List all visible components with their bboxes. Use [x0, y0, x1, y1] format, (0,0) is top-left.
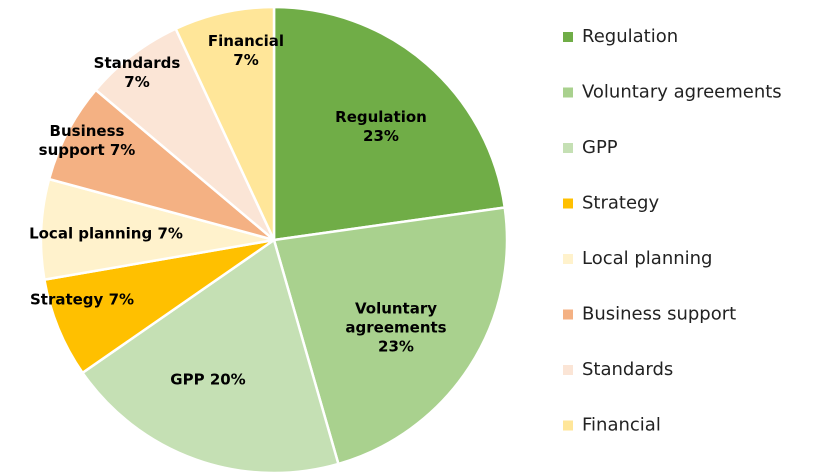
legend-swatch: [563, 198, 573, 209]
legend-label: Regulation: [582, 26, 678, 47]
legend-label: GPP: [582, 137, 618, 158]
slice-label: Strategy 7%: [2, 291, 162, 310]
legend-swatch: [563, 143, 573, 153]
slice-label: GPP 20%: [133, 371, 283, 390]
slice-label: Standards 7%: [87, 54, 187, 92]
slice-value: 23%: [378, 337, 414, 356]
legend-label: Financial: [582, 415, 661, 436]
pie-slice: [174, 5, 276, 241]
slice-value: 20%: [209, 370, 246, 389]
slice-value: 7%: [157, 224, 183, 243]
pie-slice: [80, 237, 340, 475]
slice-category: Voluntary agreements: [345, 299, 447, 337]
legend-swatch: [563, 365, 573, 375]
slice-value: 7%: [233, 51, 259, 69]
legend-swatch: [563, 309, 573, 320]
legend-label: Voluntary agreements: [582, 82, 782, 103]
legend-swatch: [563, 420, 573, 431]
slice-category: Strategy: [29, 290, 104, 309]
slice-value: 7%: [124, 73, 150, 91]
slice-category: Regulation: [335, 108, 427, 126]
legend-label: Business support: [582, 304, 736, 325]
slice-label: Regulation 23%: [326, 108, 436, 146]
slice-value: 7%: [109, 141, 136, 159]
slice-category: Local planning: [29, 224, 153, 243]
slice-label: Local planning 7%: [26, 225, 186, 244]
legend-label: Local planning: [582, 248, 712, 269]
slice-category: GPP: [170, 370, 205, 389]
legend-swatch: [563, 32, 573, 42]
slice-label: Voluntary agreements 23%: [331, 300, 461, 357]
legend-label: Standards: [582, 359, 673, 380]
pie-slice: [272, 5, 507, 242]
legend-label: Strategy: [582, 193, 659, 214]
pie-slice: [272, 206, 509, 466]
slice-label: Business support 7%: [31, 122, 143, 160]
legend-swatch: [563, 254, 573, 264]
slice-category: Financial: [207, 32, 285, 50]
slice-label: Financial 7%: [196, 32, 296, 70]
slice-value: 23%: [363, 127, 399, 145]
slice-category: Business support: [38, 122, 125, 159]
legend-swatch: [563, 87, 573, 98]
slice-value: 7%: [108, 290, 135, 309]
slice-category: Standards: [93, 54, 181, 72]
